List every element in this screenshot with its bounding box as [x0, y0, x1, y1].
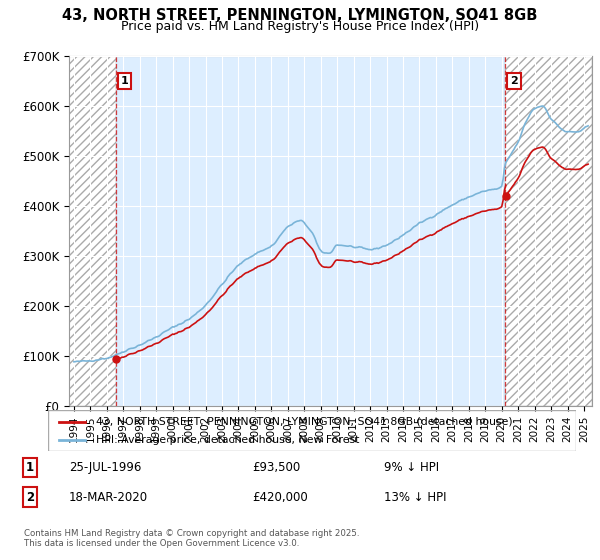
Text: 43, NORTH STREET, PENNINGTON, LYMINGTON, SO41 8GB (detached house): 43, NORTH STREET, PENNINGTON, LYMINGTON,…: [95, 417, 512, 427]
Text: 25-JUL-1996: 25-JUL-1996: [69, 461, 142, 474]
Text: 9% ↓ HPI: 9% ↓ HPI: [384, 461, 439, 474]
Bar: [69, 56, 116, 406]
Text: £420,000: £420,000: [252, 491, 308, 504]
Text: £93,500: £93,500: [252, 461, 300, 474]
Text: 1: 1: [26, 461, 34, 474]
Text: Price paid vs. HM Land Registry's House Price Index (HPI): Price paid vs. HM Land Registry's House …: [121, 20, 479, 33]
Text: HPI: Average price, detached house, New Forest: HPI: Average price, detached house, New …: [95, 435, 359, 445]
Text: 43, NORTH STREET, PENNINGTON, LYMINGTON, SO41 8GB: 43, NORTH STREET, PENNINGTON, LYMINGTON,…: [62, 8, 538, 24]
Text: 18-MAR-2020: 18-MAR-2020: [69, 491, 148, 504]
Text: 2: 2: [26, 491, 34, 504]
Text: 13% ↓ HPI: 13% ↓ HPI: [384, 491, 446, 504]
Bar: [505, 56, 592, 406]
Text: 1: 1: [121, 76, 128, 86]
Text: 2: 2: [510, 76, 518, 86]
Text: Contains HM Land Registry data © Crown copyright and database right 2025.
This d: Contains HM Land Registry data © Crown c…: [24, 529, 359, 548]
